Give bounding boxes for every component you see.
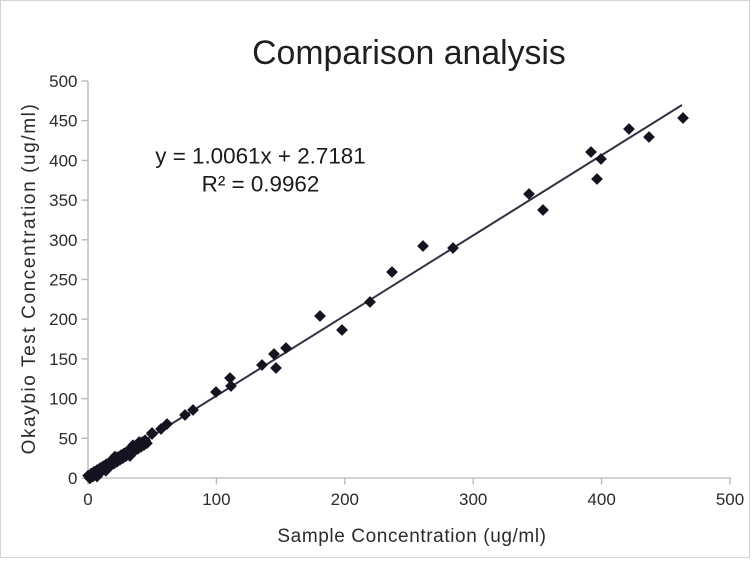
svg-text:300: 300	[459, 490, 487, 509]
svg-text:Okaybio Test Concentration (ug: Okaybio Test Concentration (ug/ml)	[19, 103, 40, 455]
svg-text:250: 250	[49, 271, 77, 290]
svg-text:R² = 0.9962: R² = 0.9962	[202, 172, 320, 197]
svg-text:150: 150	[49, 350, 77, 369]
svg-text:0: 0	[83, 490, 92, 509]
svg-text:100: 100	[202, 490, 230, 509]
svg-text:200: 200	[49, 310, 77, 329]
svg-text:Comparison analysis: Comparison analysis	[252, 34, 566, 72]
svg-text:400: 400	[49, 151, 77, 170]
svg-text:500: 500	[49, 72, 77, 91]
svg-text:y = 1.0061x + 2.7181: y = 1.0061x + 2.7181	[155, 144, 365, 169]
svg-text:0: 0	[68, 469, 77, 488]
svg-text:450: 450	[49, 112, 77, 131]
svg-text:500: 500	[716, 490, 744, 509]
svg-text:350: 350	[49, 191, 77, 210]
svg-text:100: 100	[49, 390, 77, 409]
svg-text:400: 400	[587, 490, 615, 509]
svg-text:Sample Concentration (ug/ml): Sample Concentration (ug/ml)	[277, 526, 546, 547]
svg-text:200: 200	[331, 490, 359, 509]
svg-text:50: 50	[59, 429, 78, 448]
svg-text:300: 300	[49, 231, 77, 250]
